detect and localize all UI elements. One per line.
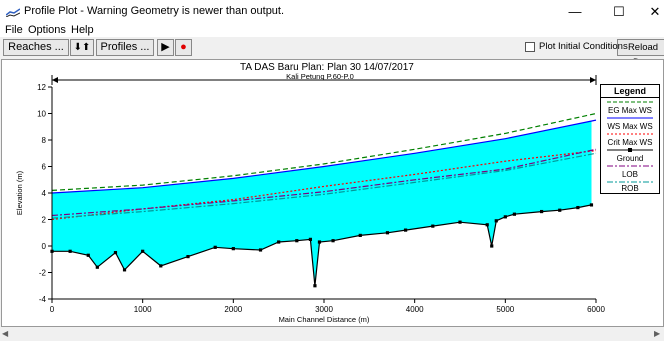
legend-eg-label: EG Max WS [607,106,652,115]
legend-rob-label: ROB [621,184,639,193]
menu-file[interactable]: File [5,24,23,36]
record-button[interactable]: ● [175,39,192,56]
legend-lob-label: LOB [621,170,638,179]
menu-options[interactable]: Options [28,24,66,36]
chart-title: TA DAS Baru Plan: Plan 30 14/07/2017 [240,62,414,73]
legend-ground-marker [628,148,632,152]
scroll-right-icon[interactable]: ▶ [654,329,661,338]
title-bar: Profile Plot - Warning Geometry is newer… [0,0,664,24]
profiles-button[interactable]: Profiles ... [96,39,154,56]
menu-help[interactable]: Help [71,24,94,36]
legend-title: Legend [601,86,659,98]
profile-updown-button[interactable]: ⬇⬆ [70,39,94,56]
plot-initial-conditions-label: Plot Initial Conditions [539,41,628,52]
legend-crit-label: Crit Max WS [607,138,653,147]
scroll-left-icon[interactable]: ◀ [2,329,9,338]
profile-plot-area [1,59,664,327]
horizontal-scrollbar[interactable]: ◀ ▶ [0,327,664,341]
maximize-button[interactable]: ☐ [613,4,625,19]
plot-initial-conditions-checkbox[interactable] [525,42,535,52]
play-button[interactable]: ▶ [157,39,174,56]
close-button[interactable]: ✕ [649,4,661,19]
toolbar: Reaches ... ⬇⬆ Profiles ... ▶ ● Reload D… [0,37,664,68]
legend-ws-label: WS Max WS [607,122,653,131]
legend: Legend EG Max WS WS Max WS Crit Max WS G… [600,84,660,194]
window-title: Profile Plot - Warning Geometry is newer… [24,5,285,17]
minimize-button[interactable]: — [568,4,582,19]
legend-ground-label: Ground [616,154,644,163]
reaches-button[interactable]: Reaches ... [3,39,69,56]
menu-bar: File Options Help [0,24,664,37]
profile-plot-icon [6,8,20,17]
